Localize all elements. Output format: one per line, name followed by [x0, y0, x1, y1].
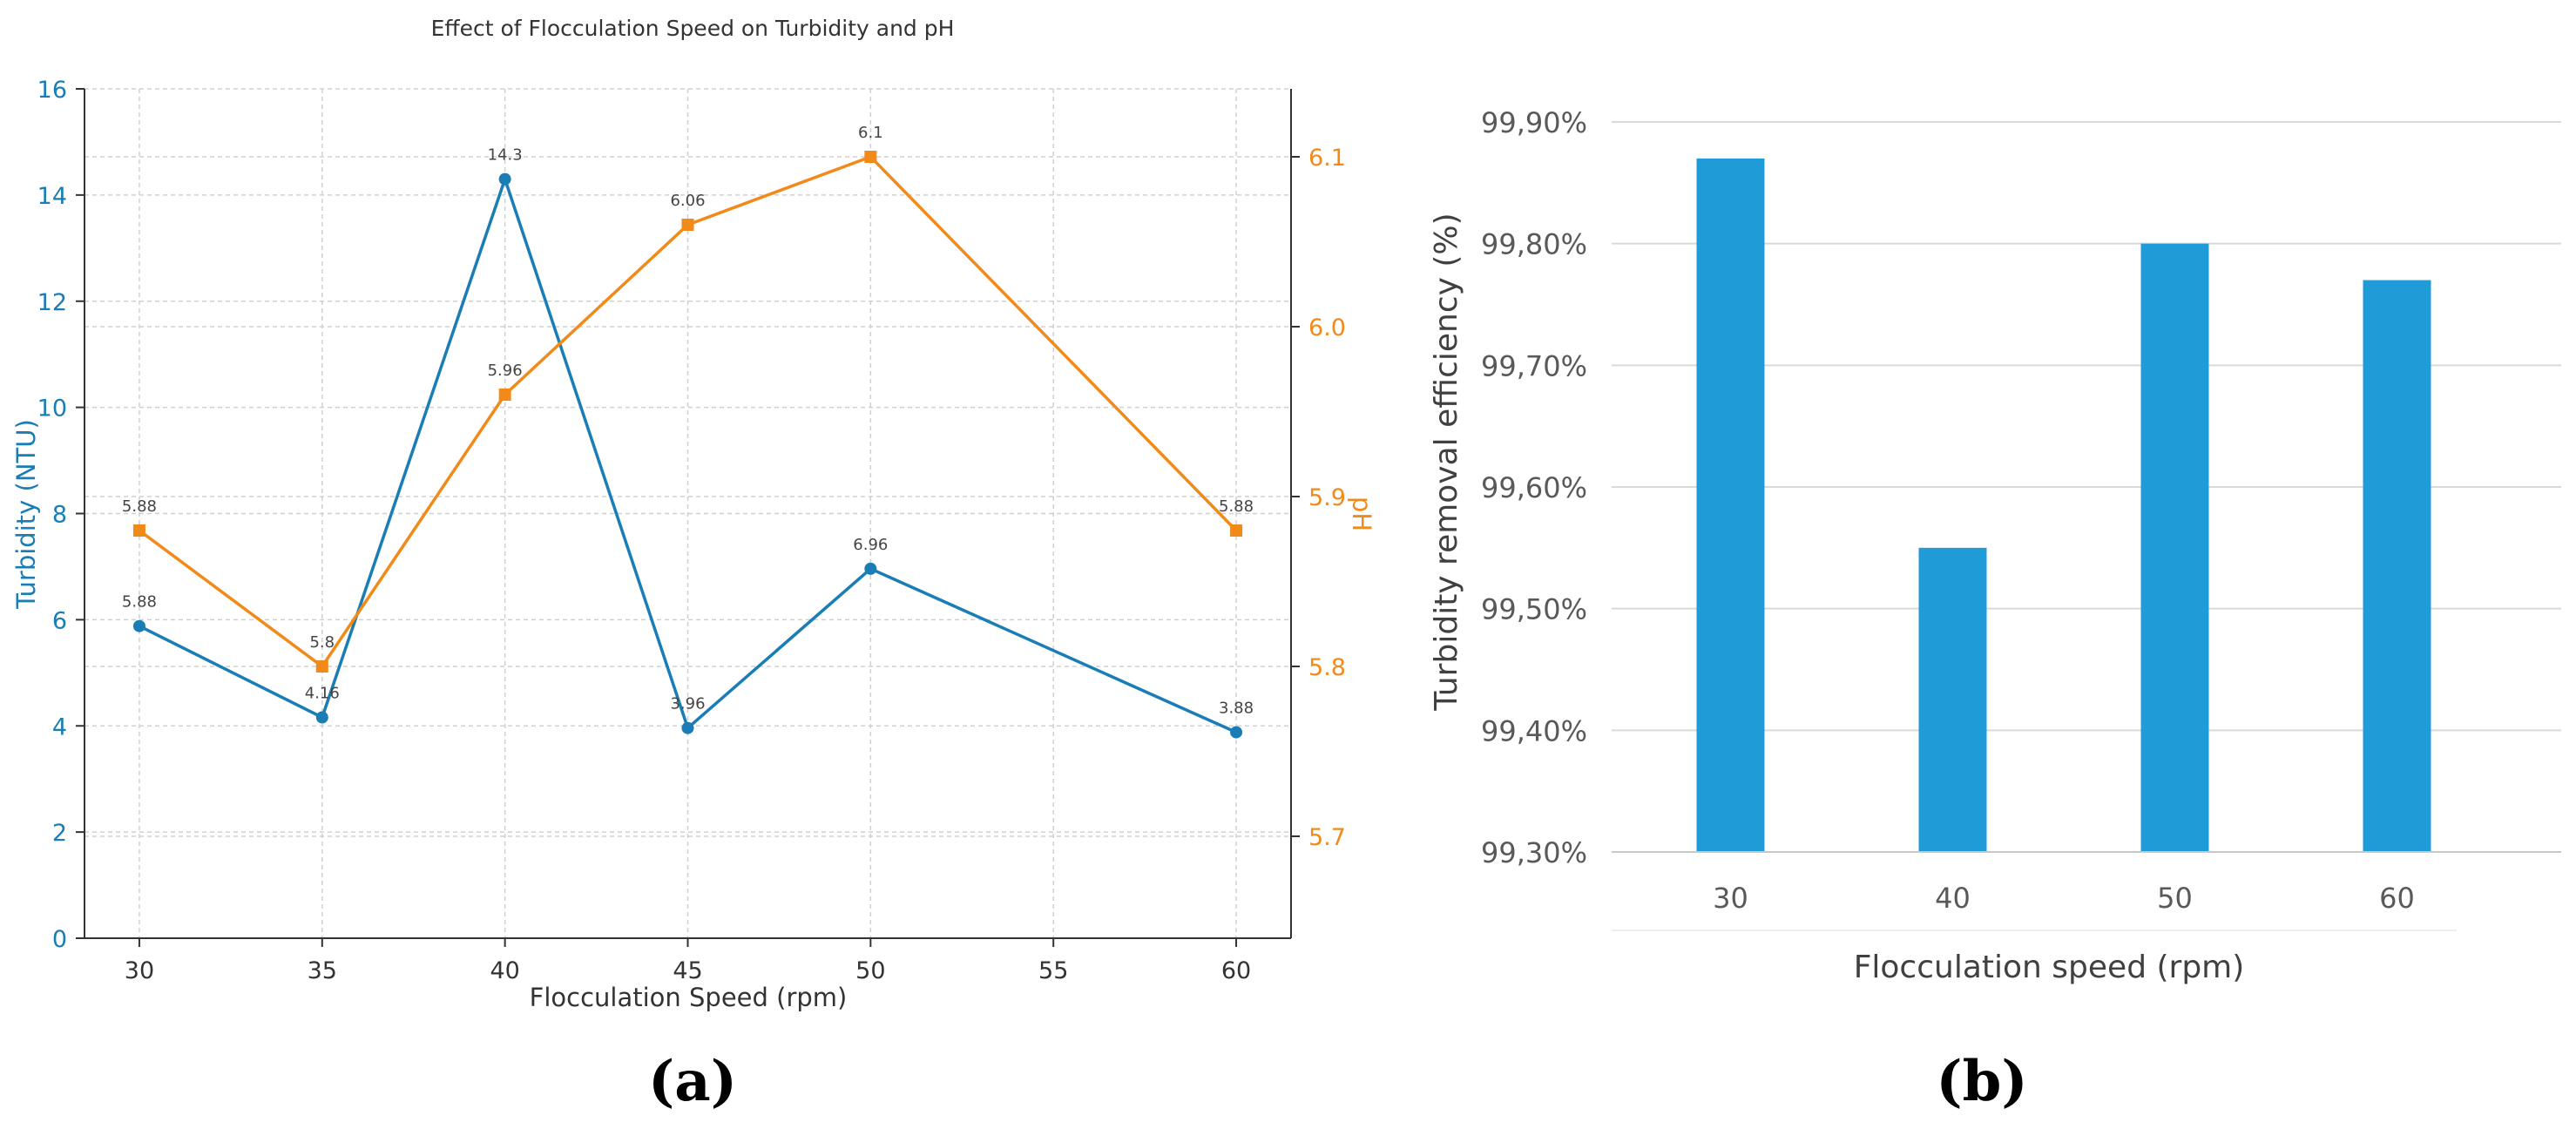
chart-a-point-turbidity	[681, 721, 694, 734]
chart-a: Effect of Flocculation Speed on Turbidit…	[11, 16, 1376, 1114]
chart-b-x-tick-label: 60	[2379, 882, 2415, 915]
chart-a-point-ph	[132, 524, 145, 537]
chart-a-y2-tick-label: 5.7	[1308, 824, 1346, 851]
chart-b-bar	[1696, 158, 1765, 852]
chart-a-series: 5.88 4.16 14.3 3.96 6.96 3.88 5.88 5.8 5.96 6.06 6…	[122, 124, 1254, 739]
chart-a-point-turbidity	[498, 172, 511, 186]
chart-a-y-tick-label: 0	[52, 926, 67, 953]
chart-a-y2-label: pH	[1347, 497, 1376, 531]
chart-b-x-label: Flocculation speed (rpm)	[1854, 950, 2245, 985]
chart-a-data-label: 6.1	[858, 124, 883, 142]
chart-a-y-tick-label: 2	[52, 820, 67, 847]
chart-a-point-turbidity	[132, 619, 145, 632]
chart-a-point-ph	[1230, 524, 1243, 537]
panel-b-label: (b)	[1936, 1049, 2027, 1114]
chart-a-point-ph	[681, 219, 694, 231]
chart-b-y-tick-label: 99,70%	[1481, 349, 1587, 382]
chart-a-point-ph	[315, 660, 328, 673]
chart-a-y-tick-label: 12	[37, 289, 67, 316]
chart-a-x-label: Flocculation Speed (rpm)	[530, 983, 848, 1012]
chart-a-point-turbidity	[1230, 726, 1243, 739]
chart-a-data-label: 5.88	[1219, 497, 1254, 516]
chart-b-bar	[1918, 547, 1987, 852]
chart-a-data-label: 5.96	[488, 362, 523, 380]
chart-b-y-tick-label: 99,80%	[1481, 228, 1587, 261]
chart-a-point-ph	[498, 389, 511, 401]
chart-b-x-tick-label: 50	[2157, 882, 2193, 915]
chart-b-y-tick-label: 99,60%	[1481, 471, 1587, 504]
chart-a-x-tick-label: 45	[673, 957, 702, 984]
chart-b-bars	[1696, 158, 2431, 853]
chart-a-y-tick-label: 10	[37, 395, 67, 423]
chart-a-data-label: 3.88	[1219, 700, 1254, 718]
chart-b-y-tick-label: 99,40%	[1481, 714, 1587, 747]
chart-a-y2-tick-label: 6.1	[1308, 145, 1346, 172]
chart-a-data-label: 5.88	[122, 593, 157, 612]
chart-b-y-tick-label: 99,50%	[1481, 593, 1587, 626]
chart-a-y2-tick-label: 5.9	[1308, 484, 1346, 511]
chart-a-data-label: 4.16	[305, 685, 340, 703]
chart-a-x-tick-label: 50	[855, 957, 885, 984]
chart-b-x-tick-label: 30	[1713, 882, 1748, 915]
chart-a-y-tick-label: 6	[52, 607, 67, 634]
chart-a-x-tick-label: 30	[125, 957, 154, 984]
chart-a-data-label: 14.3	[488, 146, 523, 165]
chart-a-y2-tick-label: 6.0	[1308, 314, 1346, 341]
chart-b: 99,30% 99,40% 99,50% 99,60% 99,70% 99,80% 99,9…	[1429, 106, 2561, 1114]
chart-b-y-tick-label: 99,90%	[1481, 106, 1587, 139]
chart-a-series-line-turbidity	[139, 174, 1237, 734]
chart-b-ticks: 99,30% 99,40% 99,50% 99,60% 99,70% 99,80% 99,9…	[1481, 106, 2415, 915]
chart-b-bar	[2363, 280, 2431, 853]
chart-a-x-tick-label: 55	[1038, 957, 1068, 984]
chart-b-x-tick-label: 40	[1935, 882, 1971, 915]
chart-a-title: Effect of Flocculation Speed on Turbidit…	[431, 16, 955, 41]
chart-a-point-turbidity	[864, 562, 877, 575]
chart-a-y-label: Turbidity (NTU)	[11, 419, 41, 610]
chart-a-data-label: 5.88	[122, 497, 157, 516]
chart-a-point-turbidity	[315, 711, 328, 724]
chart-a-y-tick-label: 8	[52, 502, 67, 529]
chart-a-y-tick-label: 4	[52, 713, 67, 740]
chart-a-data-label: 5.8	[309, 633, 335, 652]
chart-a-data-label: 6.96	[853, 536, 888, 554]
chart-a-x-tick-label: 35	[308, 957, 337, 984]
chart-a-y-tick-label: 16	[37, 77, 67, 104]
chart-a-x-tick-label: 40	[490, 957, 519, 984]
chart-b-y-tick-label: 99,30%	[1481, 836, 1587, 869]
chart-a-y-tick-label: 14	[37, 183, 67, 210]
chart-a-data-label: 3.96	[670, 695, 705, 713]
chart-a-x-tick-label: 60	[1221, 957, 1251, 984]
chart-b-bar	[2140, 243, 2209, 853]
chart-a-ticks: 30 35 40 45 50 55 6002468101214165.75.85.96.06…	[37, 77, 1346, 984]
chart-a-data-label: 6.06	[670, 192, 705, 210]
chart-a-y2-tick-label: 5.8	[1308, 654, 1346, 681]
chart-a-point-ph	[864, 151, 877, 163]
chart-a-series-line-ph	[138, 154, 1238, 669]
panel-a-label: (a)	[648, 1049, 737, 1114]
chart-a-grid	[85, 88, 1291, 939]
chart-b-y-label: Turbidity removal efficiency (%)	[1429, 213, 1464, 711]
